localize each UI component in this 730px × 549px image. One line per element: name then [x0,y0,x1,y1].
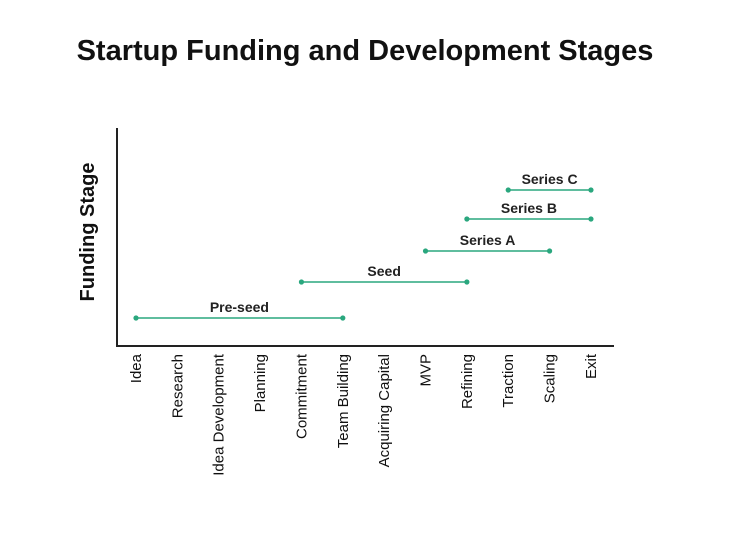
x-tick-label: Traction [500,354,517,408]
range-start-marker [505,187,511,193]
x-tick-label: Commitment [293,353,310,439]
range-start-marker [464,216,470,222]
x-tick-label: Planning [252,354,269,412]
range-start-marker [298,279,305,285]
range-end-marker [464,279,470,285]
range-bar: Series C [505,171,594,193]
range-bar-label: Series B [501,200,557,216]
y-axis-title: Funding Stage [77,163,99,302]
range-bar-label: Seed [367,263,400,279]
range-bar: Series A [422,232,553,254]
range-bar-label: Series C [522,171,578,187]
range-start-marker [133,315,139,321]
range-bar: Seed [298,263,470,285]
range-end-marker [547,248,553,254]
range-bars: Pre-seed Seed Series A Series B Series C [133,171,594,321]
x-tick-labels: Idea Research Idea Development Planning Comm… [128,353,600,476]
x-tick-label: Idea [128,353,145,383]
x-tick-label: Team Building [335,354,352,448]
x-tick-label: Acquiring Capital [376,354,393,467]
range-bar: Pre-seed [133,299,346,321]
chart-title: Startup Funding and Development Stages [77,35,654,67]
range-end-marker [588,187,594,193]
range-bar-label: Series A [460,232,516,248]
x-tick-label: Idea Development [211,353,228,476]
range-end-marker [340,315,346,321]
range-bar: Series B [464,200,594,222]
range-end-marker [588,216,594,222]
x-tick-label: MVP [418,354,435,387]
x-tick-label: Research [169,354,186,418]
range-start-marker [422,248,429,254]
x-tick-label: Scaling [542,354,559,403]
range-bar-label: Pre-seed [210,299,269,315]
x-tick-label: Refining [459,354,476,409]
x-tick-label: Exit [583,353,600,379]
